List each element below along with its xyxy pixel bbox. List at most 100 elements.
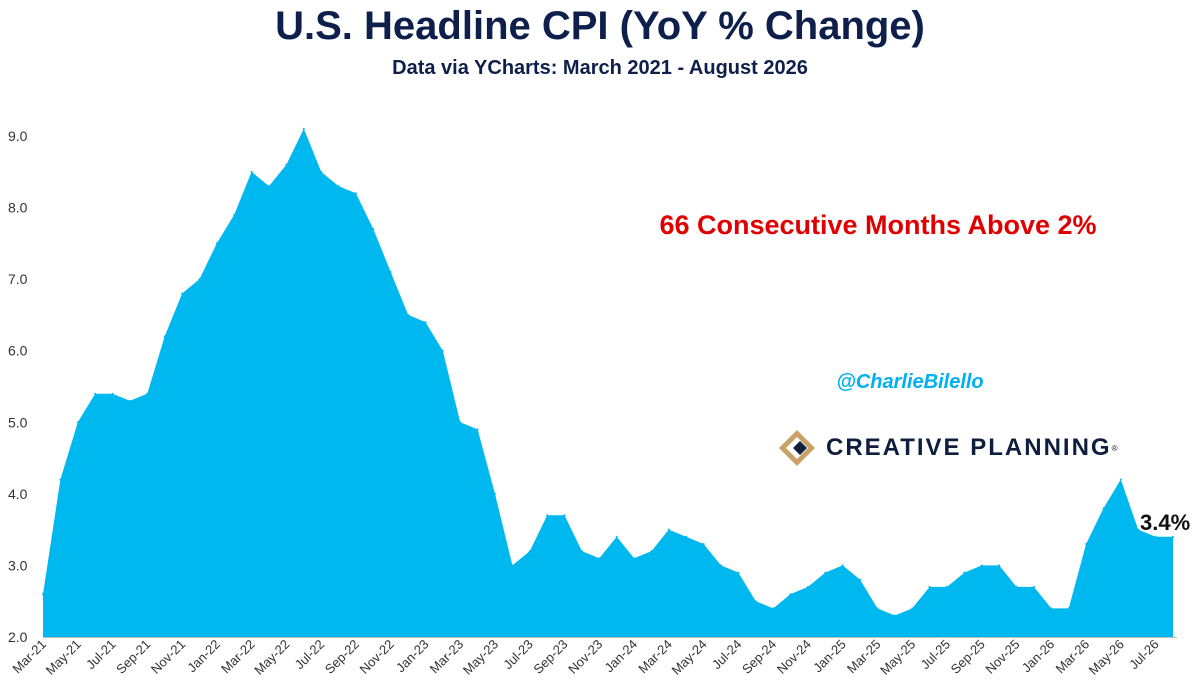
data-point-Mar-23 — [459, 421, 462, 424]
data-point-Jun-25 — [928, 585, 931, 588]
data-point-Jul-21 — [111, 392, 114, 395]
data-point-Apr-23 — [476, 428, 479, 431]
data-point-May-23 — [494, 492, 496, 495]
data-point-Nov-21 — [181, 292, 184, 295]
y-tick-label: 2.0 — [8, 629, 28, 645]
data-point-May-25 — [911, 607, 914, 610]
data-point-Aug-26 — [1172, 535, 1174, 538]
data-point-Feb-23 — [441, 349, 444, 352]
data-point-Nov-23 — [598, 557, 601, 560]
data-point-Mar-25 — [876, 607, 879, 610]
data-point-Oct-25 — [998, 564, 1001, 567]
data-point-Jul-24 — [737, 571, 740, 574]
x-tick-label: May-24 — [668, 637, 709, 678]
data-point-Feb-22 — [233, 213, 236, 216]
data-point-Oct-23 — [580, 550, 583, 553]
chart-subtitle: Data via YCharts: March 2021 - August 20… — [392, 57, 808, 79]
data-point-Apr-22 — [268, 185, 270, 188]
data-point-Apr-21 — [59, 478, 62, 481]
data-point-May-22 — [285, 163, 288, 166]
data-point-Apr-26 — [1102, 507, 1105, 510]
logo-registered-mark: ® — [1111, 443, 1118, 453]
data-point-Jan-26 — [1050, 607, 1053, 610]
x-tick-label: Mar-26 — [1052, 637, 1092, 677]
data-point-Jul-23 — [528, 550, 531, 553]
data-point-Aug-25 — [963, 571, 966, 574]
data-point-Mar-21 — [42, 593, 44, 596]
data-point-Jul-25 — [946, 585, 948, 588]
data-point-Aug-24 — [754, 600, 757, 603]
data-point-Apr-25 — [893, 614, 896, 617]
x-tick-label: May-26 — [1086, 637, 1127, 678]
data-point-May-24 — [702, 543, 705, 545]
data-point-Apr-24 — [685, 535, 688, 538]
x-tick-label: Sep-24 — [739, 637, 779, 677]
data-point-Dec-23 — [615, 535, 618, 538]
data-point-Nov-25 — [1015, 585, 1018, 588]
cpi-area-series — [43, 128, 1173, 638]
x-tick-label: Jan-22 — [184, 637, 223, 676]
y-tick-label: 8.0 — [8, 200, 28, 216]
data-point-Oct-24 — [789, 593, 792, 596]
data-point-Nov-24 — [806, 585, 809, 588]
data-point-Sep-24 — [772, 607, 775, 610]
x-tick-label: Nov-24 — [774, 637, 814, 677]
data-point-May-26 — [1119, 478, 1122, 481]
creative-planning-logo-icon — [779, 430, 815, 466]
data-point-Jun-24 — [720, 564, 722, 567]
data-point-Dec-25 — [1032, 585, 1035, 588]
x-tick-label: Jan-25 — [810, 637, 849, 676]
x-tick-label: Jan-24 — [601, 637, 640, 676]
y-tick-label: 6.0 — [8, 343, 28, 359]
data-point-Aug-22 — [337, 185, 340, 188]
data-point-Jul-26 — [1154, 535, 1157, 538]
x-tick-label: Jul-26 — [1126, 637, 1162, 673]
data-point-Jun-26 — [1137, 528, 1140, 531]
data-point-Jun-21 — [94, 392, 97, 395]
data-point-Feb-24 — [650, 550, 653, 553]
y-tick-label: 4.0 — [8, 486, 28, 502]
data-point-Jun-23 — [511, 564, 514, 567]
data-point-Mar-24 — [667, 528, 670, 531]
y-tick-label: 9.0 — [8, 128, 28, 144]
y-tick-label: 7.0 — [8, 271, 28, 287]
x-tick-label: Jan-26 — [1019, 637, 1058, 676]
data-point-Mar-26 — [1085, 543, 1088, 545]
x-tick-label: Sep-25 — [948, 637, 988, 677]
x-tick-label: Nov-25 — [982, 637, 1022, 677]
x-tick-label: Sep-23 — [530, 637, 570, 677]
data-point-Sep-21 — [146, 392, 149, 395]
x-tick-label: Jan-23 — [393, 637, 432, 676]
data-point-Oct-22 — [372, 228, 375, 230]
x-tick-label: Nov-21 — [148, 637, 188, 677]
data-point-Sep-22 — [354, 192, 357, 195]
data-point-Jul-22 — [320, 170, 323, 173]
data-point-Sep-23 — [563, 514, 566, 517]
data-point-Mar-22 — [250, 170, 253, 173]
data-point-Jan-24 — [633, 557, 636, 560]
data-point-Feb-26 — [1067, 607, 1070, 610]
data-point-Sep-25 — [980, 564, 983, 567]
x-tick-label: Nov-22 — [357, 637, 397, 677]
data-point-Feb-25 — [859, 578, 862, 581]
data-point-May-21 — [76, 421, 79, 424]
x-tick-label: Nov-23 — [565, 637, 605, 677]
data-point-Aug-21 — [128, 399, 131, 402]
data-point-Jun-22 — [302, 127, 305, 130]
creative-planning-logo: CREATIVE PLANNING ® — [778, 428, 1117, 468]
y-tick-label: 3.0 — [8, 557, 28, 573]
data-point-Aug-23 — [546, 514, 549, 517]
x-tick-label: Mar-24 — [635, 637, 675, 677]
consecutive-months-annotation: 66 Consecutive Months Above 2% — [659, 210, 1097, 240]
x-tick-label: Sep-21 — [113, 637, 153, 677]
data-point-Jan-23 — [424, 321, 427, 324]
x-tick-label: Mar-25 — [844, 637, 884, 677]
x-tick-label: Mar-23 — [427, 637, 467, 677]
x-tick-label: May-21 — [43, 637, 84, 678]
x-tick-label: Mar-22 — [218, 637, 258, 677]
data-point-Nov-22 — [389, 271, 392, 273]
data-point-Dec-22 — [407, 313, 410, 316]
chart-title: U.S. Headline CPI (YoY % Change) — [275, 4, 925, 48]
last-value-label: 3.4% — [1140, 510, 1191, 535]
